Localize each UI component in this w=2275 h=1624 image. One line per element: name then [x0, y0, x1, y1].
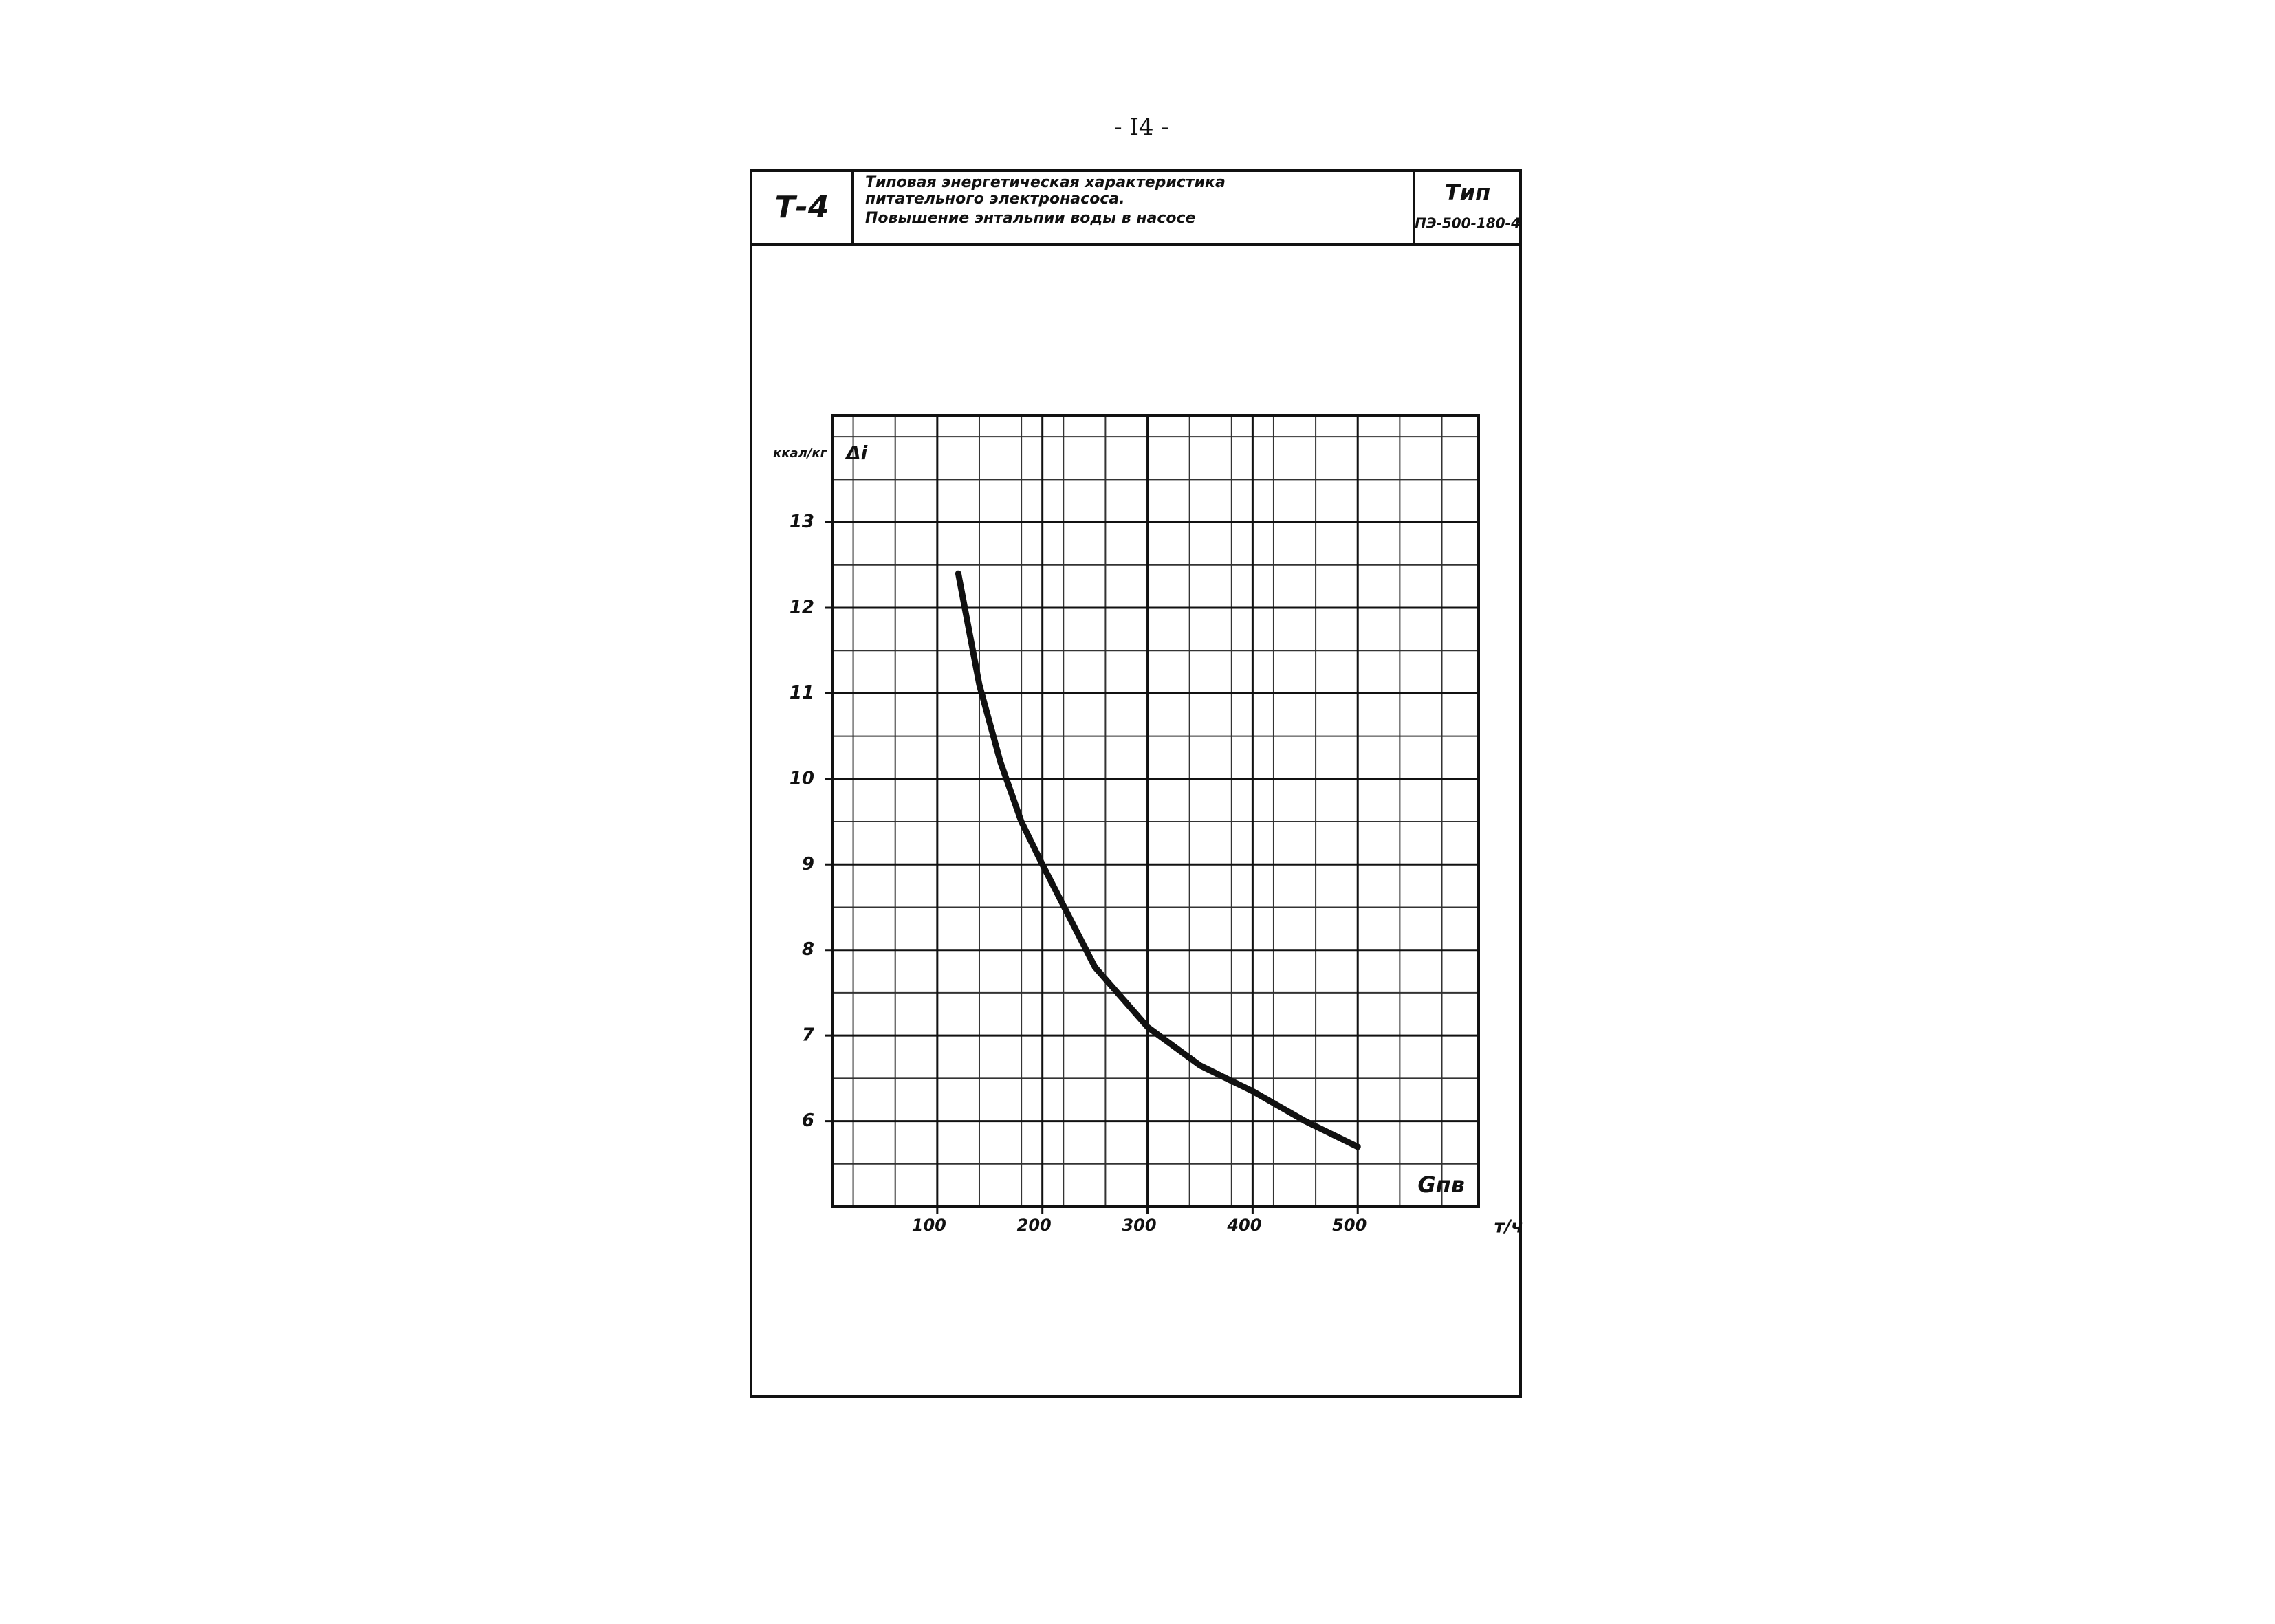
x-tick-label: 300 [1122, 1216, 1156, 1235]
x-tick-label: 200 [1017, 1216, 1052, 1235]
title-line: Типовая энергетическая характеристика [865, 174, 1226, 191]
y-tick-label: 13 [790, 512, 814, 532]
y-tick-label: 12 [790, 597, 814, 617]
y-unit: ккал/кг [773, 446, 827, 461]
x-tick-label: 400 [1226, 1216, 1261, 1235]
plot-frame [831, 414, 1480, 1208]
x-tick-label: 100 [912, 1216, 946, 1235]
chart: 6 7 8 9 10 11 12 13 100 200 300 400 500 ккал/кг Δi Gпв т… [773, 414, 1523, 1238]
x-label: Gпв [1417, 1172, 1465, 1198]
title-line: питательного электронасоса. [865, 190, 1125, 208]
frame [750, 169, 1522, 1398]
type-label: Тип [1445, 179, 1490, 206]
y-tick-label: 6 [802, 1110, 814, 1131]
curve [955, 570, 1361, 1150]
y-tick-label: 9 [802, 854, 814, 875]
y-tick-label: 7 [802, 1025, 815, 1046]
y-tick-label: 11 [790, 683, 814, 703]
page-number: - I4 - [1114, 113, 1169, 141]
type-value: ПЭ-500-180-4 [1415, 215, 1521, 232]
title-line: Повышение энтальпии воды в насосе [865, 210, 1196, 227]
y-tick-label: 8 [802, 939, 814, 960]
y-tick-label: 10 [790, 768, 814, 789]
x-unit: т/ч [1494, 1217, 1523, 1238]
sheet-code: Т-4 [775, 190, 829, 225]
x-tick-label: 500 [1332, 1216, 1367, 1235]
y-label: Δi [845, 441, 868, 464]
